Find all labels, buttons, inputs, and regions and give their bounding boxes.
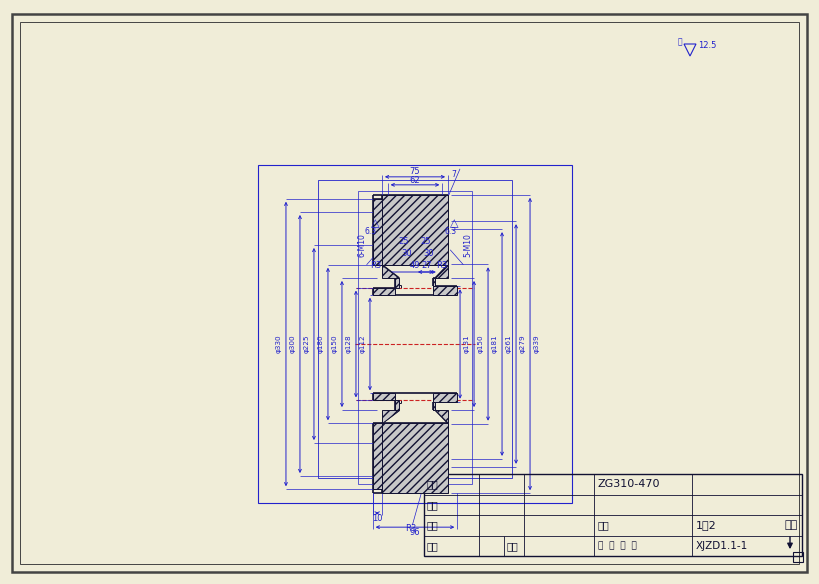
Text: φ339: φ339 bbox=[533, 335, 540, 353]
Text: 1：2: 1：2 bbox=[695, 520, 716, 530]
Polygon shape bbox=[433, 393, 457, 402]
Text: △: △ bbox=[371, 218, 379, 228]
Text: 49: 49 bbox=[410, 262, 420, 270]
Text: φ181: φ181 bbox=[491, 335, 497, 353]
Polygon shape bbox=[382, 265, 399, 278]
Bar bbox=[318, 180, 512, 478]
Text: 7: 7 bbox=[451, 171, 456, 179]
Text: △: △ bbox=[450, 218, 459, 228]
Bar bbox=[257, 165, 572, 503]
Text: R3: R3 bbox=[369, 262, 381, 270]
Polygon shape bbox=[394, 278, 399, 288]
Text: φ261: φ261 bbox=[505, 335, 511, 353]
Polygon shape bbox=[382, 423, 447, 493]
Text: φ180: φ180 bbox=[318, 335, 324, 353]
Text: 设计: 设计 bbox=[427, 479, 438, 489]
Polygon shape bbox=[433, 278, 435, 286]
Text: 30: 30 bbox=[423, 249, 433, 259]
Text: 6-M10: 6-M10 bbox=[357, 233, 366, 257]
Text: 96: 96 bbox=[410, 528, 420, 537]
Text: 学号: 学号 bbox=[506, 541, 518, 551]
Polygon shape bbox=[373, 288, 394, 295]
Polygon shape bbox=[394, 400, 399, 410]
Text: 班级: 班级 bbox=[427, 541, 438, 551]
Text: 审核: 审核 bbox=[427, 520, 438, 530]
Text: 75: 75 bbox=[410, 168, 420, 176]
Text: 车轮: 车轮 bbox=[784, 520, 797, 530]
Text: 12.5: 12.5 bbox=[697, 41, 716, 50]
Text: φ300: φ300 bbox=[290, 335, 296, 353]
Text: 6.3: 6.3 bbox=[444, 228, 455, 237]
Text: 粗: 粗 bbox=[676, 37, 681, 47]
Text: 10: 10 bbox=[372, 514, 382, 523]
Text: R3: R3 bbox=[405, 524, 416, 533]
Text: φ112: φ112 bbox=[360, 335, 365, 353]
Bar bbox=[792, 552, 802, 562]
Polygon shape bbox=[373, 393, 394, 400]
Bar bbox=[423, 474, 801, 556]
Polygon shape bbox=[373, 423, 382, 489]
Polygon shape bbox=[435, 265, 447, 278]
Text: 25: 25 bbox=[398, 238, 409, 246]
Text: φ128: φ128 bbox=[346, 335, 351, 353]
Text: φ150: φ150 bbox=[332, 335, 337, 353]
Text: 30: 30 bbox=[400, 249, 411, 259]
Text: 25: 25 bbox=[420, 238, 431, 246]
Polygon shape bbox=[435, 410, 447, 423]
Polygon shape bbox=[433, 286, 457, 295]
Text: R3: R3 bbox=[435, 262, 446, 270]
Text: φ279: φ279 bbox=[519, 335, 526, 353]
Text: 5-M10: 5-M10 bbox=[463, 233, 472, 257]
Text: φ225: φ225 bbox=[304, 335, 310, 353]
Polygon shape bbox=[382, 195, 447, 265]
Polygon shape bbox=[382, 410, 399, 423]
Text: φ330: φ330 bbox=[276, 335, 282, 353]
Text: XJZD1.1-1: XJZD1.1-1 bbox=[695, 541, 747, 551]
Text: 比例: 比例 bbox=[597, 520, 609, 530]
Text: ZG310-470: ZG310-470 bbox=[597, 479, 659, 489]
Text: φ150: φ150 bbox=[477, 335, 483, 353]
Text: 62: 62 bbox=[410, 176, 420, 185]
Polygon shape bbox=[373, 199, 382, 265]
Text: 6.3: 6.3 bbox=[364, 228, 377, 237]
Bar bbox=[357, 191, 472, 484]
Polygon shape bbox=[433, 402, 435, 410]
Text: 校核: 校核 bbox=[427, 500, 438, 510]
Text: 27: 27 bbox=[421, 262, 432, 270]
Text: 典  张  景  张: 典 张 景 张 bbox=[597, 541, 636, 550]
Text: φ131: φ131 bbox=[464, 335, 469, 353]
